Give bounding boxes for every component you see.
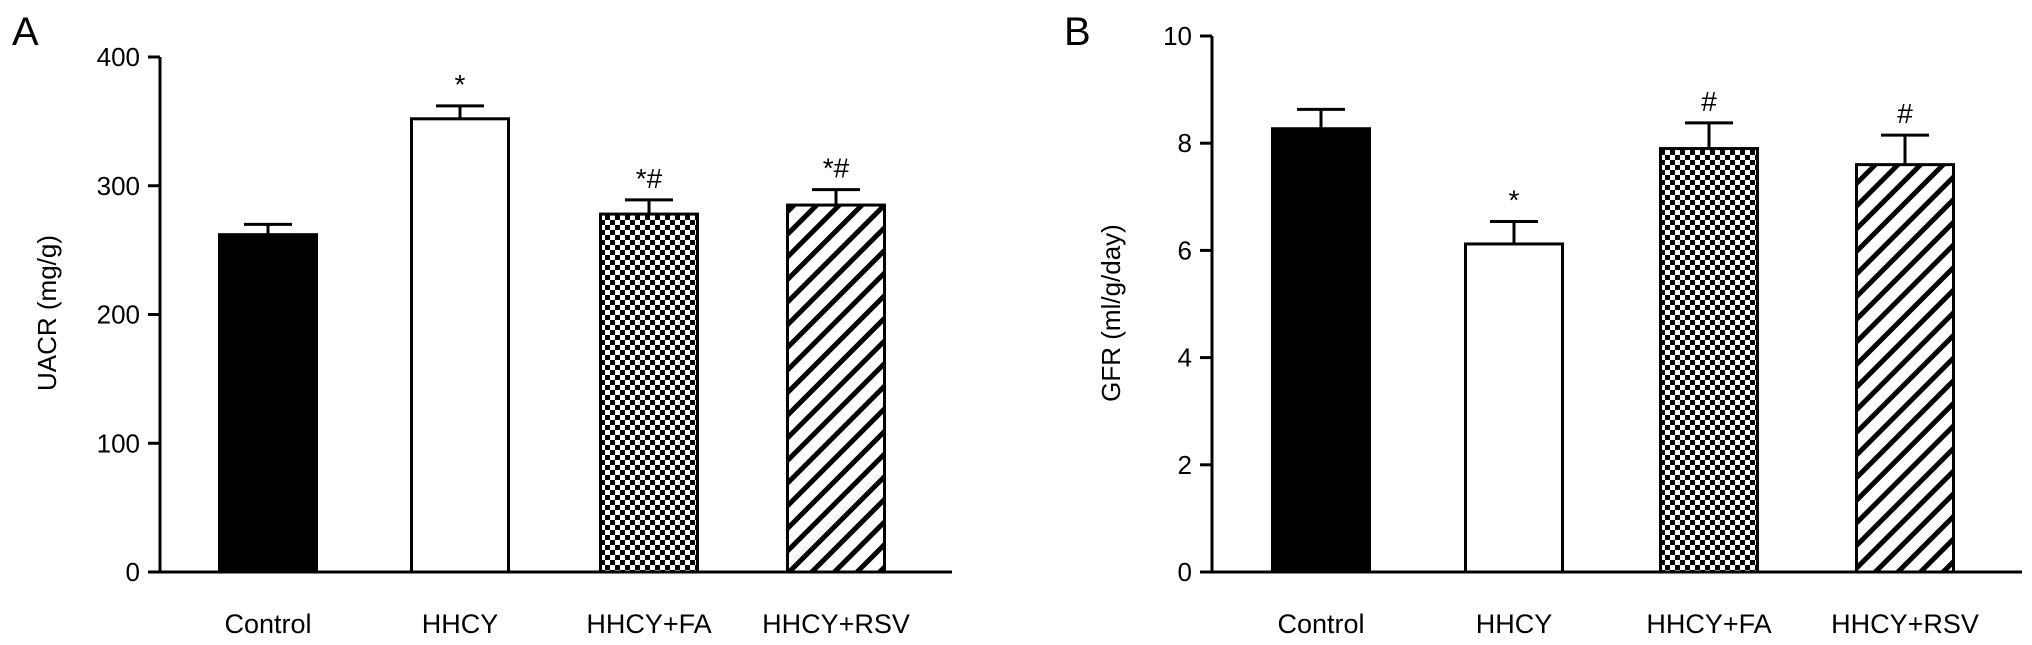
significance-annotation: #: [1897, 98, 1913, 129]
x-tick-label: HHCY+RSV: [1831, 609, 1979, 639]
panel-label: B: [1064, 10, 1091, 54]
y-tick-label: 8: [1178, 128, 1192, 158]
y-tick-label: 400: [97, 42, 140, 72]
y-tick-label: 2: [1178, 450, 1192, 480]
bar-hhcy-fa: [599, 212, 699, 574]
significance-annotation: *: [1509, 184, 1520, 215]
bar-hhcy: [410, 117, 510, 574]
x-tick-label: HHCY+RSV: [762, 609, 910, 639]
x-tick-label: HHCY: [422, 609, 499, 639]
y-tick-label: 6: [1178, 235, 1192, 265]
x-tick-label: HHCY+FA: [1646, 609, 1771, 639]
bar-hhcy-rsv: [1855, 163, 1955, 574]
x-tick-label: HHCY: [1476, 609, 1553, 639]
bar-control: [218, 233, 318, 574]
y-tick-label: 100: [97, 428, 140, 458]
bars: Control * HHCY # HHCY+FA # HHCY+RSV: [1271, 86, 1979, 639]
y-tick-label: 0: [126, 557, 140, 587]
y-axis-label: UACR (mg/g): [32, 235, 62, 391]
panel-b: B GFR (ml/g/day) 0 2 4 6 8 10 Control * HHCY # HH…: [1064, 10, 2022, 639]
bar-hhcy-rsv: [786, 203, 886, 574]
significance-annotation: *#: [636, 163, 663, 194]
y-tick-label: 300: [97, 171, 140, 201]
significance-annotation: #: [1701, 86, 1717, 117]
y-tick-label: 4: [1178, 343, 1192, 373]
y-tick-label: 10: [1163, 21, 1192, 51]
x-tick-label: HHCY+FA: [586, 609, 711, 639]
bar-control: [1271, 127, 1371, 574]
panel-label: A: [12, 10, 39, 54]
x-tick-label: Control: [224, 609, 311, 639]
bar-hhcy-fa: [1659, 147, 1759, 574]
bar-hhcy: [1464, 242, 1564, 574]
y-tick-label: 0: [1178, 557, 1192, 587]
bars: Control * HHCY *# HHCY+FA *# HHCY+RSV: [218, 69, 910, 639]
significance-annotation: *: [455, 69, 466, 100]
y-ticks: 0 100 200 300 400: [97, 42, 160, 587]
y-axis-label: GFR (ml/g/day): [1096, 224, 1126, 402]
y-ticks: 0 2 4 6 8 10: [1163, 21, 1212, 587]
x-tick-label: Control: [1277, 609, 1364, 639]
panel-a: A UACR (mg/g) 0 100 200 300 400 Control * HHCY…: [12, 10, 952, 639]
y-tick-label: 200: [97, 300, 140, 330]
significance-annotation: *#: [823, 153, 850, 184]
